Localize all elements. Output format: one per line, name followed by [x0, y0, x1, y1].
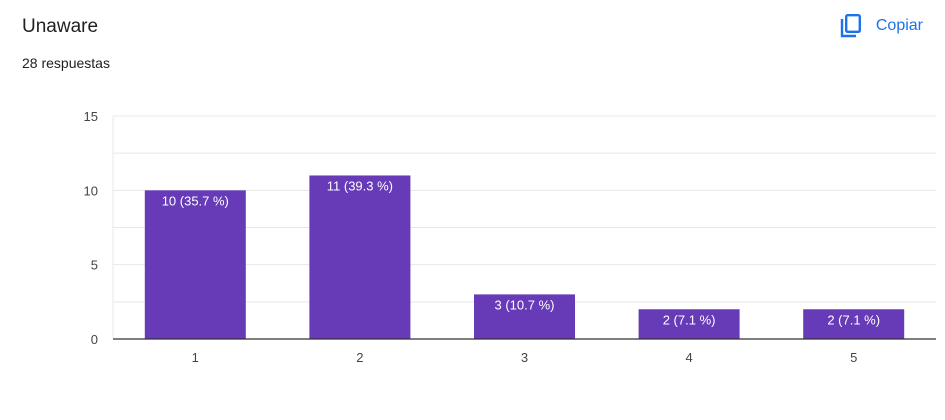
bar-data-label: 3 (10.7 %): [495, 297, 555, 312]
bar: [144, 190, 246, 339]
bars: 10 (35.7 %) 11 (39.3 %) 3 (10.7 %) 2 (7.1 %…: [144, 175, 905, 339]
y-tick-label: 15: [84, 109, 98, 124]
grid-lines: [112, 115, 936, 339]
y-tick-label: 5: [91, 258, 98, 273]
copy-icon: [838, 13, 864, 39]
x-tick-label: 1: [192, 350, 199, 365]
bar: [474, 294, 575, 339]
copy-button[interactable]: Copiar: [838, 11, 923, 41]
x-tick-label: 4: [685, 350, 692, 365]
bar-data-label: 2 (7.1 %): [663, 312, 716, 327]
chart-title: Unaware: [22, 16, 99, 37]
y-tick-label: 10: [84, 183, 98, 198]
bar-data-label: 2 (7.1 %): [827, 312, 880, 327]
x-tick-label: 3: [521, 350, 528, 365]
bar: [638, 309, 740, 339]
response-count: 28 respuestas: [22, 55, 110, 71]
x-tick-label: 5: [850, 350, 857, 365]
bar-data-label: 11 (39.3 %): [327, 178, 393, 193]
x-axis-ticks: 1 2 3 4 5: [192, 350, 858, 365]
y-tick-label: 0: [91, 332, 98, 347]
x-tick-label: 2: [356, 350, 363, 365]
y-axis-ticks: 0 5 10 15: [84, 109, 98, 347]
bar: [803, 309, 905, 339]
bar: [309, 175, 411, 339]
copy-label: Copiar: [875, 17, 923, 34]
bar-data-label: 10 (35.7 %): [162, 193, 229, 208]
